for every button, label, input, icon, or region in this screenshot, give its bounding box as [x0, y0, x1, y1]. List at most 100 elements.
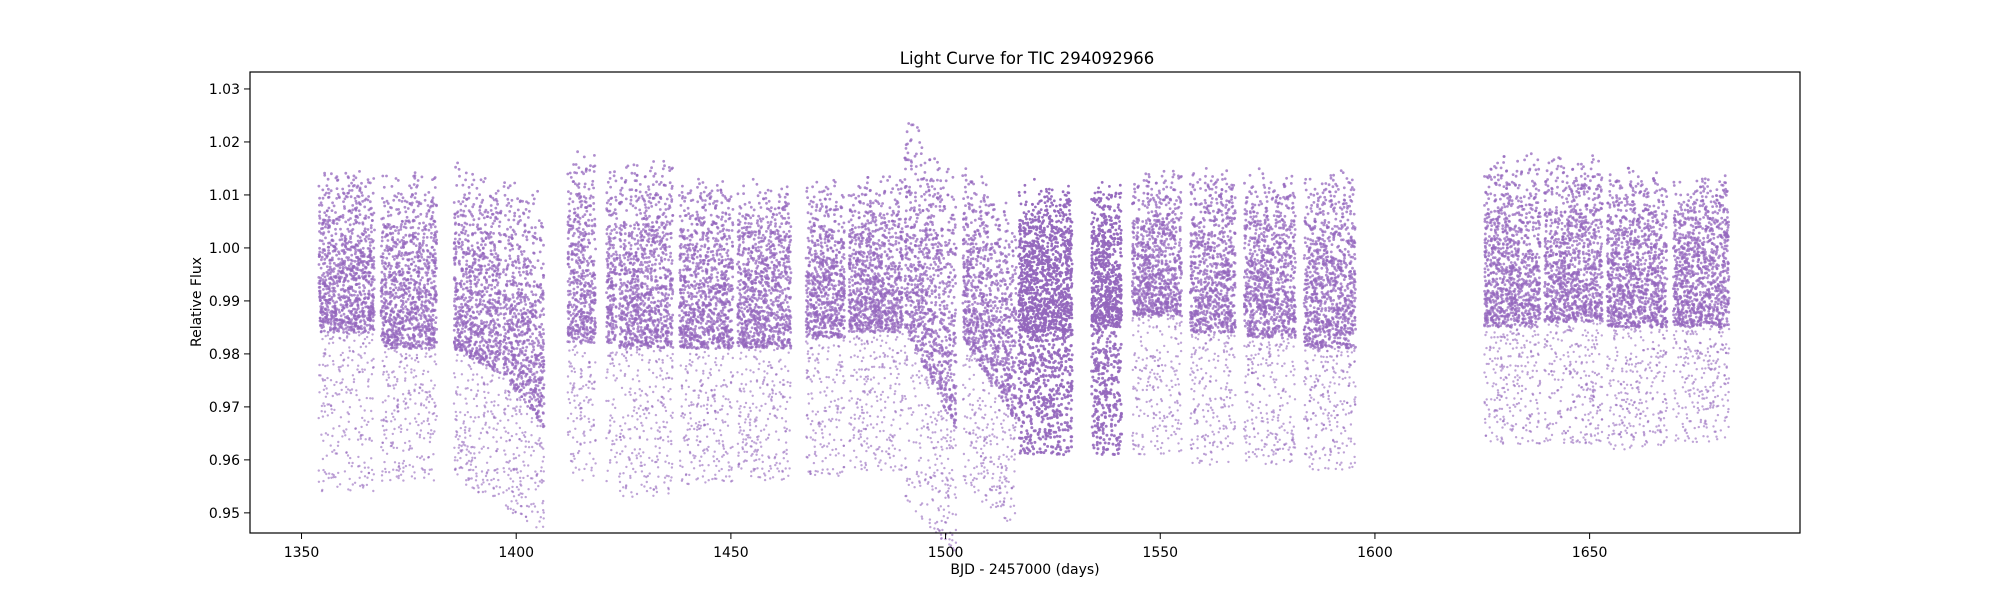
data-point	[409, 344, 412, 347]
data-point	[594, 298, 597, 301]
data-point	[395, 245, 398, 248]
data-point	[476, 484, 478, 486]
data-point	[348, 421, 350, 423]
data-point	[474, 457, 476, 459]
data-point	[339, 337, 341, 339]
data-point	[399, 283, 402, 286]
data-point	[370, 259, 373, 262]
data-point	[542, 313, 545, 316]
data-point	[474, 258, 477, 261]
data-point	[590, 280, 593, 283]
data-point	[393, 332, 396, 335]
data-point	[407, 265, 410, 268]
data-point	[454, 294, 457, 297]
data-point	[533, 198, 536, 201]
data-point	[329, 268, 332, 271]
data-point	[413, 183, 416, 186]
data-point	[462, 184, 465, 187]
data-point	[324, 285, 327, 288]
data-point	[473, 218, 476, 221]
data-point	[519, 367, 522, 370]
data-point	[511, 486, 513, 488]
data-point	[387, 348, 389, 350]
data-point	[417, 308, 420, 311]
data-point	[498, 276, 501, 279]
data-point	[577, 262, 580, 265]
data-point	[329, 283, 332, 286]
data-point	[347, 454, 349, 456]
data-point	[333, 222, 336, 225]
data-point	[499, 486, 501, 488]
data-point	[538, 400, 541, 403]
data-point	[435, 316, 438, 319]
data-point	[591, 183, 594, 186]
data-point	[361, 484, 363, 486]
data-point	[536, 415, 539, 418]
data-point	[421, 295, 424, 298]
data-point	[464, 432, 466, 434]
data-point	[362, 290, 365, 293]
data-point	[336, 486, 338, 488]
data-point	[463, 283, 466, 286]
data-point	[412, 301, 415, 304]
data-point	[346, 242, 349, 245]
data-point	[339, 326, 342, 329]
data-point	[464, 297, 467, 300]
data-point	[324, 276, 327, 279]
data-point	[525, 284, 528, 287]
data-point	[326, 314, 329, 317]
data-point	[401, 268, 404, 271]
data-point	[467, 345, 470, 348]
data-point	[343, 205, 346, 208]
data-point	[347, 388, 349, 390]
data-point	[428, 318, 431, 321]
data-point	[529, 388, 532, 391]
data-point	[431, 468, 433, 470]
data-point	[333, 384, 335, 386]
data-point	[537, 259, 540, 262]
data-point	[537, 378, 540, 381]
data-point	[469, 435, 471, 437]
data-point	[523, 464, 525, 466]
data-point	[353, 294, 356, 297]
data-point	[426, 420, 428, 422]
data-point	[336, 222, 339, 225]
data-point	[381, 240, 384, 243]
light-curve-segment	[317, 170, 376, 492]
data-point	[515, 457, 517, 459]
data-point	[414, 417, 416, 419]
data-point	[322, 296, 325, 299]
data-point	[417, 275, 420, 278]
data-point	[360, 426, 362, 428]
data-point	[413, 209, 416, 212]
data-point	[392, 384, 394, 386]
data-point	[380, 419, 382, 421]
data-point	[467, 197, 470, 200]
data-point	[405, 357, 407, 359]
data-point	[413, 317, 416, 320]
data-point	[318, 251, 321, 254]
data-point	[358, 170, 361, 173]
data-point	[538, 389, 541, 392]
data-point	[480, 320, 483, 323]
data-point	[366, 362, 368, 364]
data-point	[490, 236, 493, 239]
data-point	[467, 320, 470, 323]
data-point	[420, 429, 422, 431]
data-point	[411, 258, 414, 261]
data-point	[364, 306, 367, 309]
data-point	[512, 358, 515, 361]
data-point	[432, 211, 435, 214]
data-point	[524, 224, 527, 227]
data-point	[519, 477, 521, 479]
data-point	[514, 307, 517, 310]
data-point	[408, 337, 411, 340]
data-point	[479, 362, 482, 365]
data-point	[420, 345, 423, 348]
data-point	[528, 210, 531, 213]
data-point	[430, 380, 432, 382]
data-point	[395, 286, 398, 289]
data-point	[414, 256, 417, 259]
data-point	[359, 477, 361, 479]
data-point	[381, 271, 384, 274]
